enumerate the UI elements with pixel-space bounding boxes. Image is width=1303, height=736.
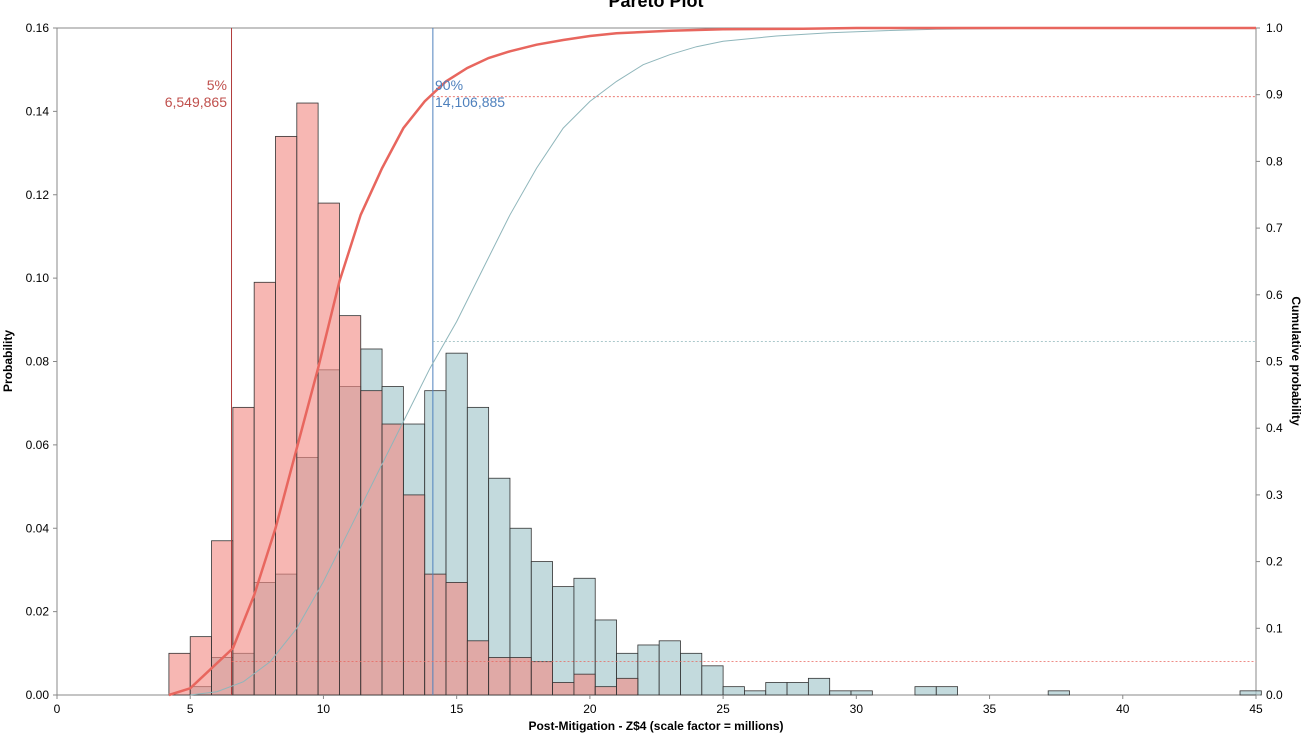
red-bar (232, 406, 255, 696)
red-bar (211, 540, 234, 696)
y2-tick-label: 0.3 (1266, 488, 1283, 502)
red-bar (381, 423, 404, 696)
red-bar (573, 673, 596, 696)
y2-tick-label: 0.0 (1266, 688, 1283, 702)
x-axis-label: Post-Mitigation - Z$4 (scale factor = mi… (528, 719, 783, 733)
teal-bar (765, 682, 788, 696)
y-tick-label: 0.02 (26, 605, 50, 619)
red-bar (360, 390, 383, 696)
x-tick-label: 35 (983, 702, 997, 716)
red-cumulative-curve (168, 26, 1256, 697)
y2-tick-label: 0.8 (1266, 154, 1283, 168)
y-tick-label: 0.14 (26, 104, 50, 118)
teal-bar (1239, 690, 1262, 696)
x-axis-ticks: 0 5 10 15 20 25 30 35 40 45 (54, 695, 1263, 716)
y2-tick-label: 0.6 (1266, 288, 1283, 302)
y2-axis-ticks: 0.0 0.1 0.2 0.3 0.4 0.5 0.6 0.7 0.8 0.9 1.0 (1256, 21, 1283, 702)
teal-bar (658, 640, 681, 696)
y2-tick-label: 1.0 (1266, 21, 1283, 35)
y-tick-label: 0.16 (26, 21, 50, 35)
y2-tick-label: 0.5 (1266, 355, 1283, 369)
y-tick-label: 0.04 (26, 521, 50, 535)
red-bar (488, 657, 511, 696)
y-tick-label: 0.12 (26, 188, 50, 202)
x-tick-label: 0 (54, 702, 61, 716)
red-bar (594, 686, 617, 696)
y-tick-label: 0.08 (26, 355, 50, 369)
teal-bar (637, 644, 660, 696)
red-bar (445, 582, 468, 696)
teal-bar (722, 686, 745, 696)
red-bar (424, 573, 447, 696)
teal-bar (594, 619, 617, 696)
y2-tick-label: 0.2 (1266, 555, 1283, 569)
y2-axis-label: Cumulative probability (1289, 296, 1303, 426)
red-bar (317, 202, 340, 696)
red-bar (616, 677, 639, 696)
y-tick-label: 0.00 (26, 688, 50, 702)
x-tick-label: 30 (850, 702, 864, 716)
teal-bar (552, 586, 575, 696)
y-axis-label: Probability (1, 330, 15, 392)
reference-lines (231, 28, 1256, 695)
teal-bar (829, 690, 852, 696)
red-bar (509, 657, 532, 696)
x-tick-label: 5 (187, 702, 194, 716)
y-axis-ticks: 0.00 0.02 0.04 0.06 0.08 0.10 0.12 0.14 0.16 (26, 21, 57, 702)
x-tick-label: 20 (583, 702, 597, 716)
red-bar (402, 494, 426, 696)
chart-title: Pareto Plot (608, 0, 703, 11)
teal-bar (1047, 690, 1070, 696)
lower-marker-value: 6,549,865 (165, 94, 227, 110)
teal-bar (850, 690, 873, 696)
x-tick-label: 15 (450, 702, 464, 716)
x-tick-label: 45 (1249, 702, 1263, 716)
upper-marker-percent: 90% (435, 77, 463, 93)
teal-cumulative-curve (190, 27, 1256, 696)
red-bar (253, 281, 276, 696)
y-tick-label: 0.10 (26, 271, 50, 285)
red-bar (296, 102, 319, 696)
red-bar (552, 682, 575, 696)
teal-bar (807, 677, 831, 696)
y2-tick-label: 0.7 (1266, 221, 1283, 235)
teal-bar (935, 686, 958, 696)
red-histogram (168, 102, 639, 696)
y2-tick-label: 0.1 (1266, 621, 1283, 635)
x-tick-label: 40 (1116, 702, 1130, 716)
y2-tick-label: 0.9 (1266, 88, 1283, 102)
teal-bar (744, 690, 767, 696)
teal-bar (786, 682, 809, 696)
lower-marker-percent: 5% (207, 77, 227, 93)
teal-bar (680, 652, 703, 696)
y-tick-label: 0.06 (26, 438, 50, 452)
red-bar (339, 315, 362, 696)
red-bar (466, 640, 490, 696)
red-bar (530, 661, 553, 696)
x-tick-label: 25 (716, 702, 730, 716)
teal-bar (914, 686, 937, 696)
y2-tick-label: 0.4 (1266, 421, 1283, 435)
teal-bar (701, 665, 724, 696)
x-tick-label: 10 (317, 702, 331, 716)
upper-marker-value: 14,106,885 (435, 94, 505, 110)
red-bar (275, 135, 298, 696)
